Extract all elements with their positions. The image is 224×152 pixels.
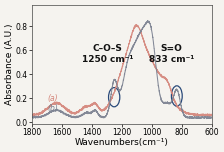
- Text: C–O–S
1250 cm⁻¹: C–O–S 1250 cm⁻¹: [82, 44, 133, 64]
- Text: (a): (a): [47, 94, 58, 103]
- Text: S=O
833 cm⁻¹: S=O 833 cm⁻¹: [149, 44, 194, 64]
- Text: (b): (b): [47, 104, 58, 113]
- X-axis label: Wavenumbers(cm⁻¹): Wavenumbers(cm⁻¹): [75, 138, 169, 147]
- Y-axis label: Absorbance (A.U.): Absorbance (A.U.): [5, 23, 14, 105]
